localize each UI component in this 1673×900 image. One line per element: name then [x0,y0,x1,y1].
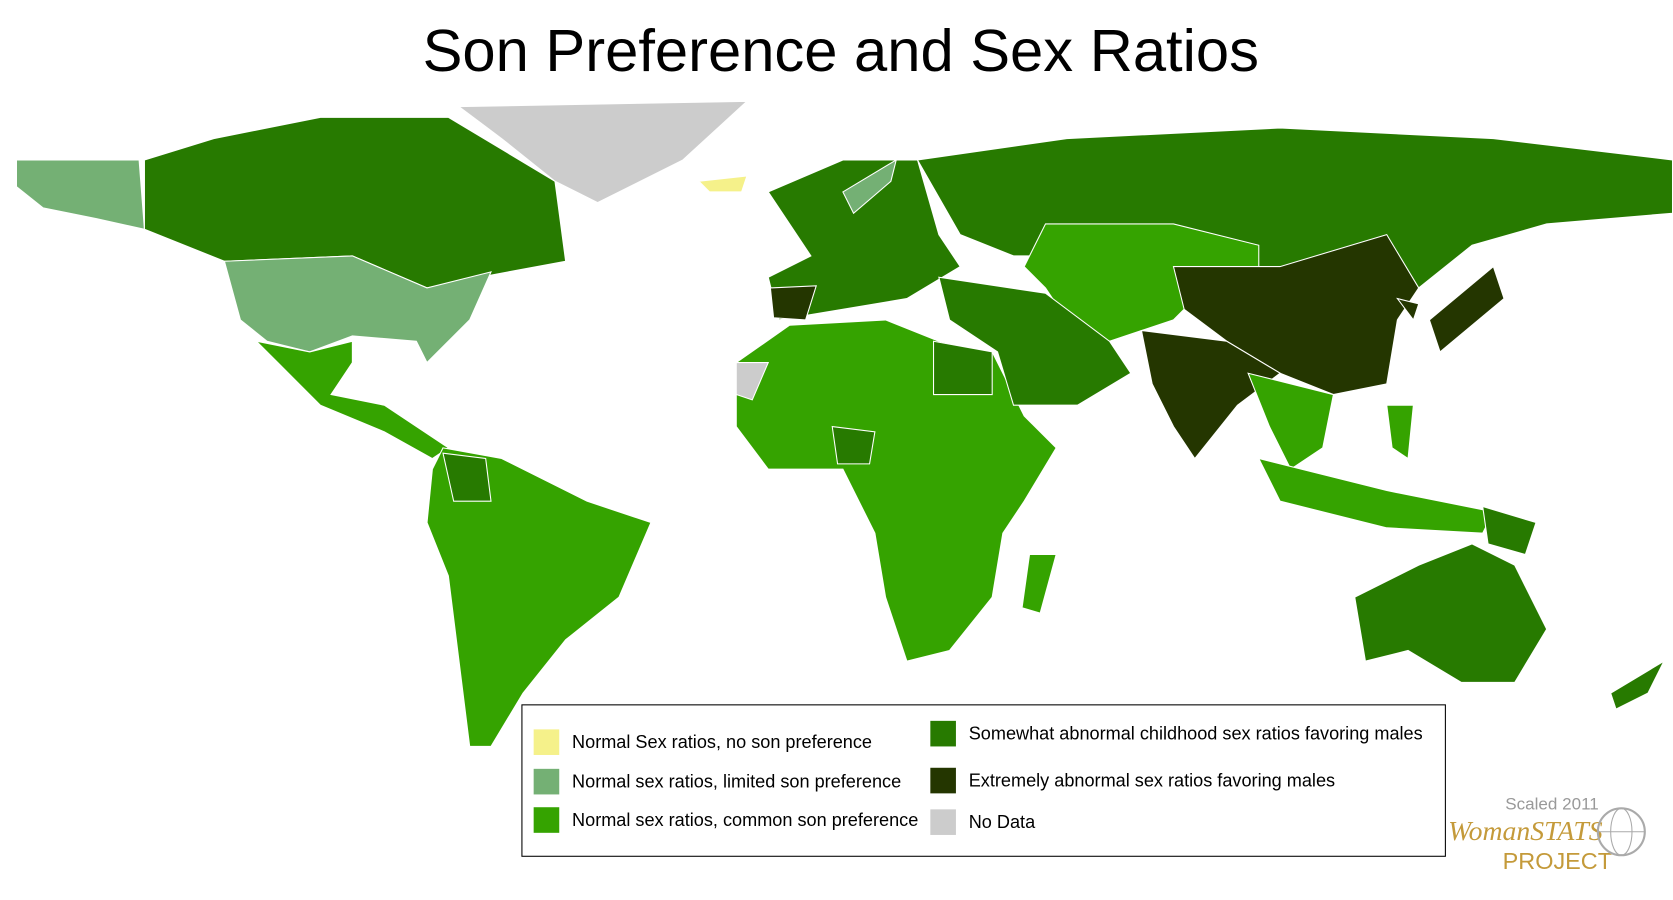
western-sahara [735,362,770,401]
southeast-asia [1247,372,1335,470]
legend-label: No Data [969,812,1036,832]
legend-label: Somewhat abnormal childhood sex ratios f… [969,723,1423,743]
greenland [457,100,749,204]
korea [1396,297,1420,322]
india [1140,329,1282,460]
australia [1354,543,1548,683]
legend-swatch [533,807,560,833]
middle-east [938,276,1132,406]
spain [769,285,817,321]
legend-swatch [533,729,560,755]
legend-swatch [930,720,956,747]
new-zealand [1610,659,1666,710]
logo-subtitle: PROJECT [1503,848,1612,874]
world-map [15,100,1673,747]
china [1172,233,1420,396]
logo: Scaled 2011 WomanSTATS PROJECT [1448,795,1646,874]
japan [1428,265,1505,353]
legend-box [521,704,1446,857]
philippines [1386,404,1414,460]
alaska [15,159,146,230]
logo-name: WomanSTATS [1448,815,1603,846]
legend: Normal Sex ratios, no son preference Norm… [521,704,1446,857]
canada [143,116,567,289]
legend-swatch [533,768,560,795]
central-america [254,340,450,460]
norway [842,158,898,215]
egypt [933,340,993,396]
nigeria [831,425,876,465]
colombia [442,452,492,502]
africa [735,319,1057,662]
iceland [697,175,748,193]
central-asia [1023,223,1260,342]
indonesia [1257,457,1495,534]
legend-label: Extremely abnormal sex ratios favoring m… [969,770,1335,790]
legend-swatch [930,809,956,835]
legend-label: Normal sex ratios, common son preference [572,810,918,830]
legend-swatch [930,767,956,794]
usa [223,255,492,364]
legend-label: Normal sex ratios, limited son preferenc… [572,771,901,791]
logo-caption: Scaled 2011 [1505,795,1599,814]
south-america [426,447,652,747]
map-title: Son Preference and Sex Ratios [423,17,1259,84]
legend-label: Normal Sex ratios, no son preference [572,732,872,752]
papua-new-guinea [1482,505,1537,556]
madagascar [1021,553,1057,614]
europe [767,159,961,321]
